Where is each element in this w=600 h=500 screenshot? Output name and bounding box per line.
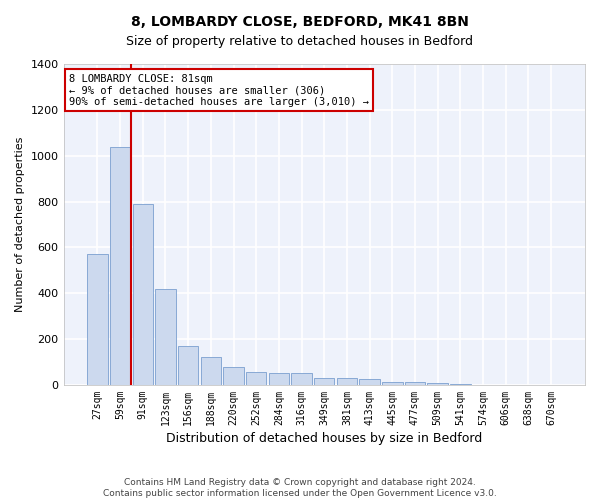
Text: 8, LOMBARDY CLOSE, BEDFORD, MK41 8BN: 8, LOMBARDY CLOSE, BEDFORD, MK41 8BN: [131, 15, 469, 29]
Bar: [314, 378, 334, 385]
Bar: [427, 382, 448, 385]
Bar: [87, 254, 107, 385]
Bar: [178, 346, 199, 385]
Bar: [292, 374, 312, 385]
Bar: [133, 204, 153, 385]
Text: 8 LOMBARDY CLOSE: 81sqm
← 9% of detached houses are smaller (306)
90% of semi-de: 8 LOMBARDY CLOSE: 81sqm ← 9% of detached…: [69, 74, 369, 107]
Bar: [223, 366, 244, 385]
Bar: [246, 372, 266, 385]
Bar: [110, 146, 130, 385]
Bar: [359, 379, 380, 385]
X-axis label: Distribution of detached houses by size in Bedford: Distribution of detached houses by size …: [166, 432, 482, 445]
Text: Size of property relative to detached houses in Bedford: Size of property relative to detached ho…: [127, 35, 473, 48]
Text: Contains HM Land Registry data © Crown copyright and database right 2024.
Contai: Contains HM Land Registry data © Crown c…: [103, 478, 497, 498]
Bar: [405, 382, 425, 385]
Bar: [450, 384, 470, 385]
Bar: [382, 382, 403, 385]
Bar: [269, 374, 289, 385]
Bar: [200, 358, 221, 385]
Y-axis label: Number of detached properties: Number of detached properties: [15, 137, 25, 312]
Bar: [155, 288, 176, 385]
Bar: [337, 378, 357, 385]
